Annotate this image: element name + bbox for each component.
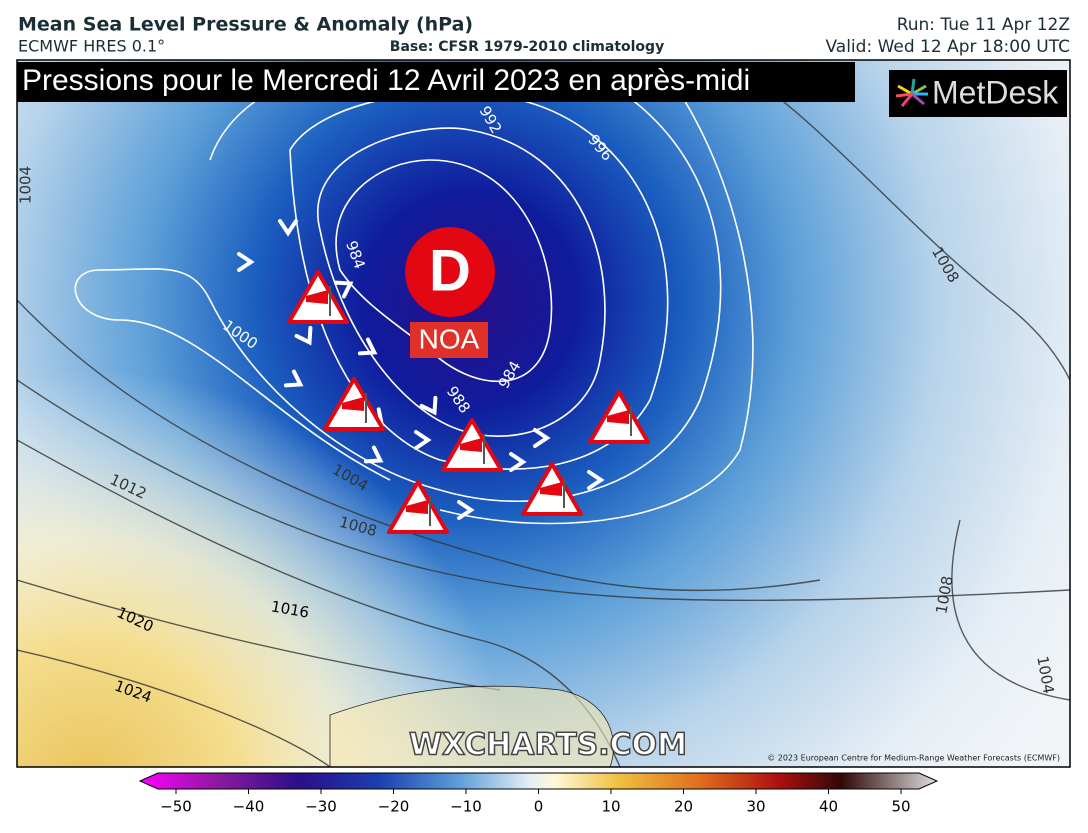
colorbar-tick-label: −50 [160,798,192,816]
colorbar-tick-label: 40 [819,798,838,816]
colorbar-tick-label: 30 [746,798,765,816]
header-model: ECMWF HRES 0.1° [18,37,165,56]
wind-arrow [363,445,384,464]
warning-sign [387,480,449,534]
low-circle [405,227,495,317]
banner-box [17,62,855,102]
wind-arrow [587,470,605,490]
windsock [540,482,562,496]
low-name-box [410,322,488,358]
colorbar-tick-label: −20 [378,798,410,816]
land [329,685,614,767]
wind-arrow [333,280,354,299]
wind-arrow [237,252,255,272]
header-valid: Valid: Wed 12 Apr 18:00 UTC [825,37,1070,57]
colorbar-tick-label: −40 [233,798,265,816]
colorbar-tick-label: 50 [891,798,910,816]
isobar-label: 1004 [17,166,35,204]
wind-arrow [357,337,378,356]
copyright: © 2023 European Centre for Medium-Range … [767,754,1060,763]
windsock [607,410,629,424]
logo-text: MetDesk [932,74,1059,110]
colorbar-fill [138,772,939,790]
warning-sign [588,390,650,444]
logo-icon [895,78,928,107]
wind-arrow [278,219,298,237]
map-frame [16,59,1071,768]
wind-arrow [509,452,527,472]
windsock [342,397,364,411]
warning-sign [521,462,583,516]
wind-warnings [287,270,650,534]
colorbar-tick-label: 10 [601,798,620,816]
warning-sign [323,377,385,431]
colorbar-tick-label: −30 [305,798,337,816]
header-base: Base: CFSR 1979-2010 climatology [390,39,664,55]
wind-arrow [294,325,313,346]
high-field [17,60,1070,767]
banner: Pressions pour le Mercredi 12 Avril 2023… [22,64,750,97]
colorbar-tick-label: 20 [674,798,693,816]
windsock [406,500,428,514]
windsock [306,290,328,304]
low-name: NOA [419,323,480,354]
isobar-labels: 1004992996984984100098810041008101210081… [17,103,1058,707]
colorbar-tick-label: 0 [534,798,544,816]
wind-arrow [419,395,438,416]
wind-arrow [533,428,551,448]
wind-arrow [457,500,475,520]
map-area: 1004992996984984100098810041008101210081… [17,60,1070,767]
wind-arrow [283,369,304,388]
warning-sign [287,270,349,324]
low-symbol: D [429,238,471,303]
windsock [460,438,482,452]
colorbar: −50 −40 −30 −20 −10 0 10 20 30 40 50 [138,772,939,816]
wind-arrows [237,219,605,520]
wind-arrow [414,430,432,450]
warning-sign [441,418,503,472]
watermark: WXCHARTS.COM [409,728,687,763]
header-run: Run: Tue 11 Apr 12Z [897,15,1070,35]
header-title: Mean Sea Level Pressure & Anomaly (hPa) [18,14,473,36]
colorbar-tick-label: −10 [450,798,482,816]
